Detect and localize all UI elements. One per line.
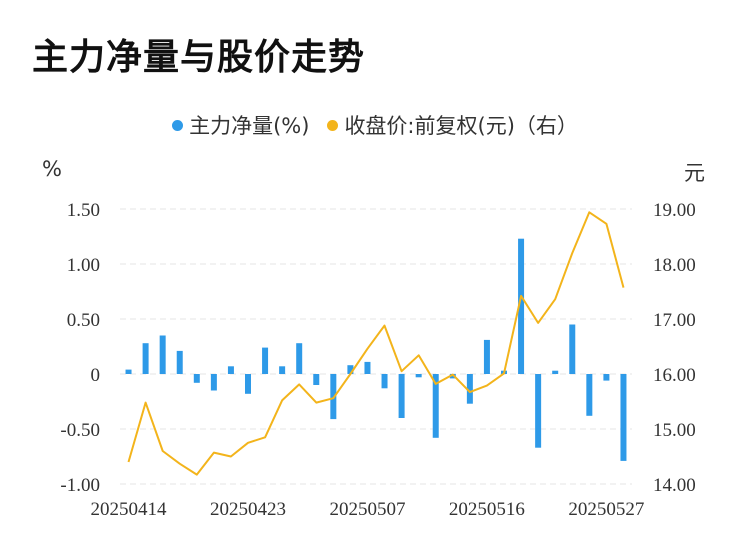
chart-legend: 主力净量(%) 收盘价:前复权(元)（右） <box>0 110 750 140</box>
bar <box>279 366 286 374</box>
bar <box>142 343 149 374</box>
bar <box>415 374 422 378</box>
legend-item-bar[interactable]: 主力净量(%) <box>172 110 309 140</box>
bar <box>535 374 542 448</box>
right-tick-label: 16.00 <box>653 365 696 386</box>
bar <box>552 370 559 374</box>
right-tick-label: 15.00 <box>653 420 696 441</box>
x-tick-label: 20250507 <box>329 499 405 520</box>
bar <box>313 374 320 385</box>
price-line <box>127 211 625 476</box>
bar <box>245 374 251 394</box>
bar <box>262 347 269 374</box>
chart-title: 主力净量与股价走势 <box>32 37 366 78</box>
left-tick-label: 1.00 <box>67 255 100 276</box>
x-tick-label: 20250527 <box>568 499 644 520</box>
legend-bar-label: 主力净量(%) <box>189 114 310 138</box>
x-tick-label: 20250414 <box>91 499 168 520</box>
bar <box>227 366 234 374</box>
right-tick-label: 18.00 <box>653 255 696 276</box>
legend-bar-dot <box>172 119 184 131</box>
right-tick-label: 19.00 <box>653 200 696 221</box>
bar <box>620 374 627 461</box>
bar <box>364 361 371 374</box>
x-tick-label: 20250516 <box>449 499 525 520</box>
x-tick-label: 20250423 <box>210 499 286 520</box>
bar <box>483 339 490 374</box>
legend-line-dot <box>327 119 339 131</box>
bar <box>466 374 473 404</box>
bar <box>398 374 405 418</box>
legend-item-line[interactable]: 收盘价:前复权(元)（右） <box>327 110 578 140</box>
right-tick-label: 14.00 <box>653 475 696 496</box>
bar <box>296 343 303 374</box>
left-tick-label: -0.50 <box>60 420 100 441</box>
right-axis-unit: 元 <box>684 161 705 185</box>
bar <box>432 374 439 438</box>
left-tick-label: 1.50 <box>67 200 100 221</box>
left-tick-label: -1.00 <box>60 475 100 496</box>
bar <box>518 238 525 374</box>
bar <box>603 374 610 381</box>
bar <box>381 374 388 389</box>
bar <box>586 374 593 416</box>
left-tick-label: 0 <box>91 365 101 386</box>
bar <box>210 374 217 391</box>
left-axis-unit: % <box>42 157 62 181</box>
bar <box>159 335 166 374</box>
bar <box>176 350 183 374</box>
legend-line-label: 收盘价:前复权(元)（右） <box>344 114 578 138</box>
bar <box>125 369 132 374</box>
bar <box>347 365 354 374</box>
bar <box>569 324 576 374</box>
right-tick-label: 17.00 <box>653 310 696 331</box>
left-tick-label: 0.50 <box>67 310 100 331</box>
bar <box>449 374 456 379</box>
bar <box>193 374 200 383</box>
